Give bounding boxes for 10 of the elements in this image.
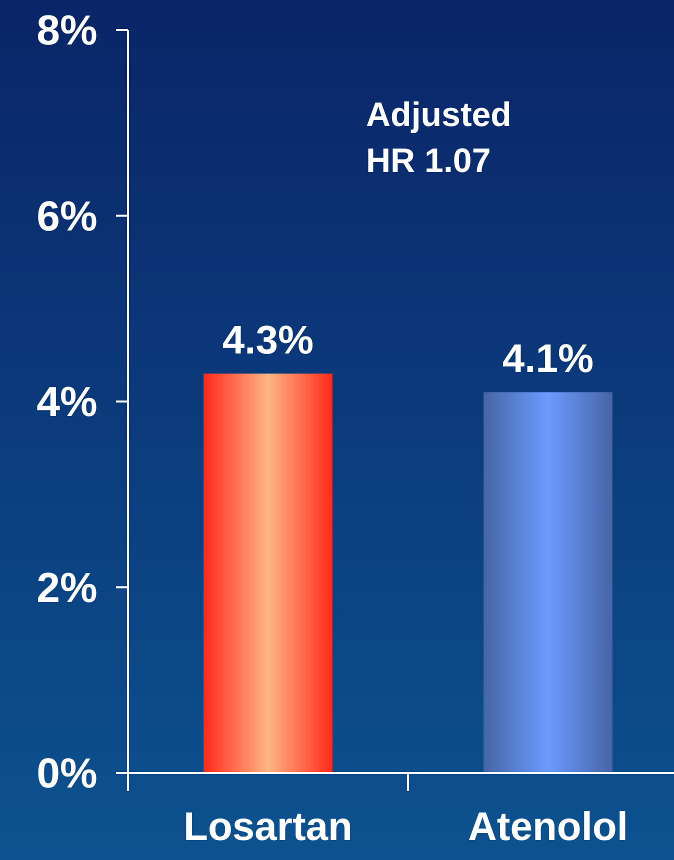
annotation: Adjusted HR 1.07 [366,96,512,180]
y-tick-label: 8% [36,6,98,54]
y-tick-label: 0% [36,750,98,797]
data-label: 4.3% [222,318,314,363]
y-tick-label: 2% [36,564,98,611]
y-tick-label: 4% [36,378,98,426]
data-label: 4.1% [502,337,594,382]
y-tick-label: 6% [36,192,98,240]
x-tick-label: Losartan [184,805,352,849]
x-tick-label: Atenolol [468,805,628,849]
